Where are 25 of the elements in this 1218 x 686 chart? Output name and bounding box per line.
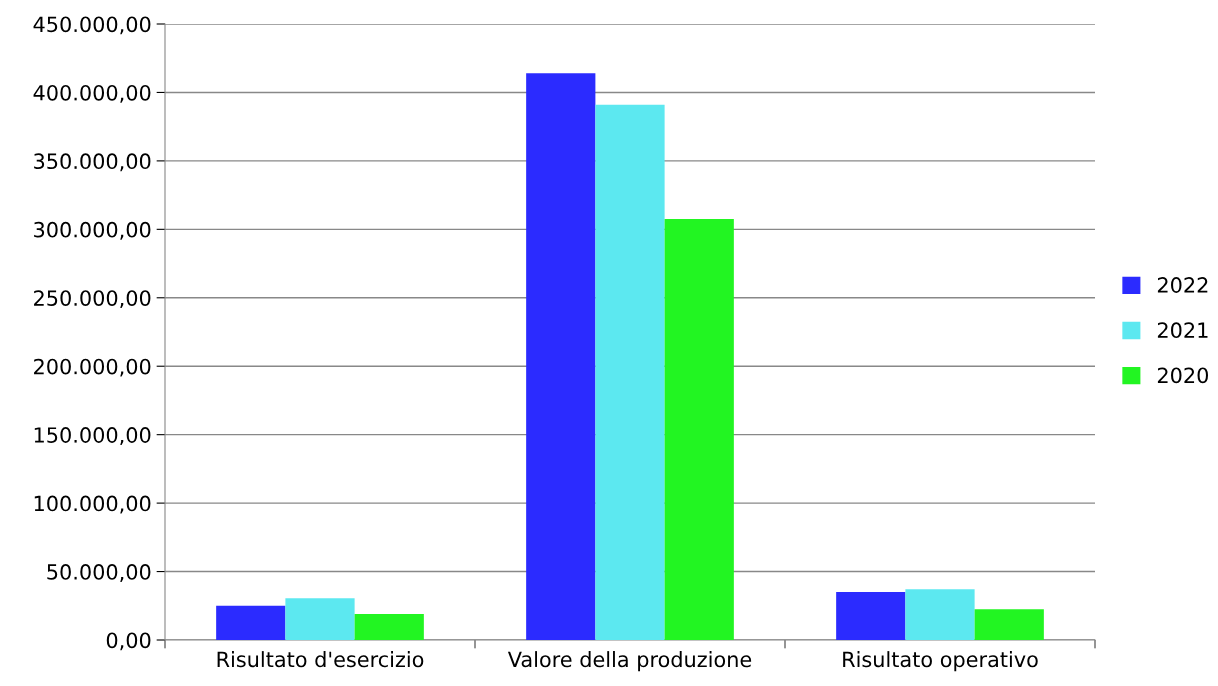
bar — [526, 73, 596, 640]
y-tick-label: 100.000,00 — [34, 495, 151, 514]
y-tick-label: 450.000,00 — [33, 16, 151, 35]
y-tick-label: 400.000,00 — [33, 84, 151, 103]
bar — [974, 609, 1044, 640]
bar — [664, 219, 734, 640]
y-tick-label: 350.000,00 — [34, 153, 151, 172]
bar — [354, 613, 424, 640]
legend-label: 2022 — [1157, 277, 1208, 293]
y-tick-label: 150.000,00 — [34, 427, 151, 445]
y-tick-label: 250.000,00 — [34, 290, 151, 309]
y-tick-label: 50.000,00 — [47, 564, 151, 582]
legend-label: 2020 — [1157, 367, 1209, 384]
x-tick-label: Risultato operativo — [843, 651, 1038, 672]
y-tick-label: 200.000,00 — [34, 358, 151, 377]
legend-label: 2021 — [1157, 322, 1208, 339]
x-tick-label: Risultato d'esercizio — [217, 651, 424, 668]
y-tick-label: 0,00 — [106, 632, 151, 651]
bar — [836, 592, 906, 640]
x-tick-label: Valore della produzione — [507, 651, 752, 672]
bar — [905, 589, 975, 640]
y-tick-label: 300.000,00 — [34, 221, 151, 240]
bar — [285, 598, 355, 640]
bar — [216, 605, 286, 640]
bar — [595, 104, 665, 640]
